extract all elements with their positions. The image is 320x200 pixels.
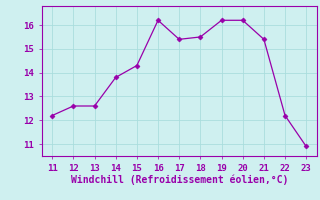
X-axis label: Windchill (Refroidissement éolien,°C): Windchill (Refroidissement éolien,°C) xyxy=(70,174,288,185)
